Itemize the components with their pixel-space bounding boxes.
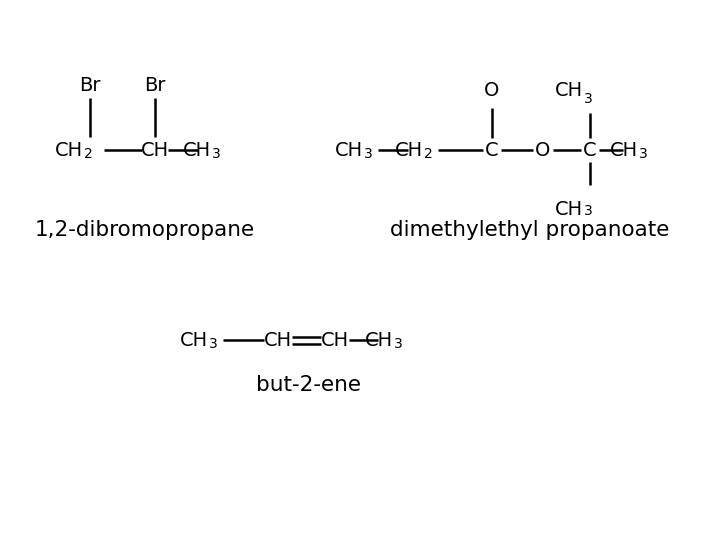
Text: 2: 2: [84, 146, 93, 160]
Text: C: C: [583, 140, 597, 159]
Text: 3: 3: [394, 336, 402, 350]
Text: CH: CH: [555, 81, 583, 100]
Text: 3: 3: [584, 204, 593, 218]
Text: CH: CH: [321, 330, 349, 349]
Text: 2: 2: [424, 146, 433, 160]
Text: CH: CH: [141, 140, 169, 159]
Text: CH: CH: [610, 140, 638, 159]
Text: CH: CH: [180, 330, 208, 349]
Text: 3: 3: [584, 92, 593, 106]
Text: 3: 3: [209, 336, 217, 350]
Text: CH: CH: [395, 140, 423, 159]
Text: CH: CH: [365, 330, 393, 349]
Text: dimethylethyl propanoate: dimethylethyl propanoate: [390, 220, 670, 240]
Text: O: O: [535, 140, 551, 159]
Text: CH: CH: [335, 140, 363, 159]
Text: 3: 3: [639, 146, 648, 160]
Text: 1,2-dibromopropane: 1,2-dibromopropane: [35, 220, 255, 240]
Text: CH: CH: [55, 140, 83, 159]
Text: 3: 3: [364, 146, 373, 160]
Text: C: C: [485, 140, 499, 159]
Text: CH: CH: [183, 140, 211, 159]
Text: O: O: [485, 81, 500, 100]
Text: Br: Br: [144, 76, 166, 95]
Text: CH: CH: [555, 200, 583, 219]
Text: Br: Br: [79, 76, 101, 95]
Text: CH: CH: [264, 330, 292, 349]
Text: but-2-ene: but-2-ene: [256, 375, 361, 395]
Text: 3: 3: [212, 146, 221, 160]
